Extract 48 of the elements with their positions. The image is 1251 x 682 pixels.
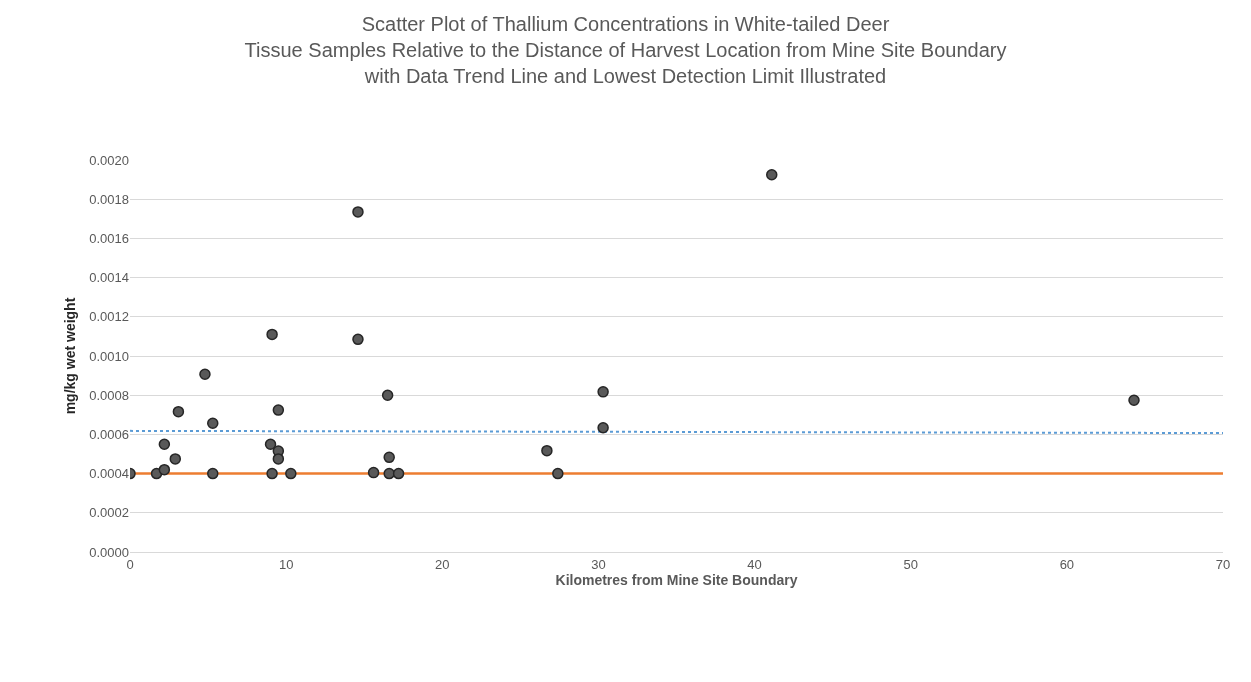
- point: [158, 438, 171, 450]
- point: [541, 444, 553, 457]
- point: [207, 417, 219, 429]
- point: [367, 466, 380, 479]
- y-tick-label: 0.0000: [89, 544, 129, 560]
- y-tick-label: 0.0010: [89, 348, 129, 364]
- y-tick-label: 0.0016: [89, 230, 129, 246]
- point: [766, 168, 778, 181]
- point: [207, 467, 219, 480]
- point: [266, 328, 278, 341]
- x-tick-label: 70: [1215, 556, 1231, 572]
- y-tick-label: 0.0006: [89, 426, 129, 442]
- point: [383, 467, 395, 480]
- x-tick-label: 30: [591, 556, 606, 572]
- point: [597, 421, 609, 434]
- x-tick-label: 60: [1059, 556, 1075, 572]
- point: [172, 405, 185, 418]
- x-tick-label: 40: [747, 556, 762, 572]
- x-tick-label: 0: [126, 556, 134, 572]
- y-tick-label: 0.0004: [89, 466, 129, 482]
- y-tick-label: 0.0002: [89, 505, 129, 521]
- y-tick-label: 0.0020: [89, 152, 129, 168]
- x-tick-label: 10: [278, 556, 294, 572]
- chart-title: Scatter Plot of Thallium Concentrations in White-tailed Deer Tissue Samples Relative to the Distance of Harvest Location from Mine Site Boundary with Data Trend Line and Lowest Detection Limit Illustrated: [244, 12, 1007, 87]
- point: [272, 404, 285, 416]
- x-tick-label: 20: [435, 556, 450, 572]
- point: [1128, 394, 1140, 407]
- y-tick-label: 0.0018: [89, 191, 129, 207]
- point: [381, 389, 394, 401]
- point: [158, 463, 171, 476]
- point: [352, 333, 364, 346]
- y-tick-label: 0.0014: [89, 270, 129, 286]
- point: [199, 368, 211, 380]
- point: [392, 467, 405, 480]
- x-tick-label: 50: [903, 556, 918, 572]
- x-axis-title: Kilometres from Mine Site Boundary: [555, 571, 798, 588]
- point: [597, 386, 609, 398]
- point: [352, 206, 364, 218]
- point: [285, 467, 297, 480]
- point: [383, 451, 395, 464]
- point: [266, 467, 278, 480]
- y-tick-label: 0.0008: [89, 387, 129, 403]
- point: [264, 438, 277, 450]
- point: [272, 453, 285, 465]
- point: [169, 453, 182, 465]
- y-axis-title: mg/kg wet weight: [61, 297, 78, 415]
- y-tick-label: 0.0012: [89, 309, 129, 325]
- point: [552, 467, 564, 480]
